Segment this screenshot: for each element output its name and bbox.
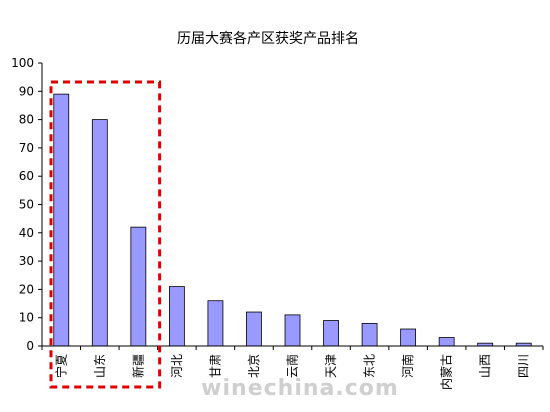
- x-tick-label: 山东: [93, 354, 107, 378]
- x-tick-label: 甘肃: [208, 354, 222, 378]
- bar-河北: [168, 286, 185, 347]
- y-tick-label: 20: [19, 282, 34, 296]
- bar-甘肃: [207, 300, 224, 347]
- bar-云南: [284, 314, 301, 347]
- chart-title: 历届大赛各产区获奖产品排名: [177, 30, 359, 47]
- highlight-box: [49, 80, 162, 389]
- bars: [53, 93, 532, 347]
- y-tick-label: 60: [19, 169, 34, 183]
- x-tick-label: 四川: [517, 354, 531, 378]
- x-tick-label: 北京: [247, 354, 261, 378]
- y-tick-label: 70: [19, 141, 34, 155]
- x-tick-label: 河南: [400, 354, 415, 378]
- x-tick-label: 东北: [363, 354, 377, 378]
- watermark: winechina.com: [201, 376, 399, 401]
- bar-北京: [246, 311, 262, 347]
- y-axis: 0 10 20 30 40 50 60 70 80 90 100: [11, 56, 43, 353]
- x-tick-label: 新疆: [130, 354, 145, 378]
- bar-天津: [323, 320, 339, 347]
- y-tick-label: 80: [19, 113, 34, 127]
- y-tick-label: 50: [19, 198, 34, 212]
- bar-山东: [91, 119, 108, 347]
- y-tick-label: 0: [26, 339, 34, 353]
- x-tick-label: 河北: [170, 354, 184, 378]
- bar-内蒙古: [438, 337, 455, 347]
- x-tick-label: 宁夏: [53, 354, 68, 378]
- bar-东北: [361, 322, 378, 347]
- bar-新疆: [130, 226, 147, 347]
- y-tick-label: 90: [19, 84, 34, 98]
- x-tick-label: 山西: [478, 354, 492, 378]
- bar-河南: [400, 328, 417, 347]
- y-tick-label: 40: [19, 226, 34, 240]
- x-tick-label: 天津: [324, 354, 338, 378]
- y-tick-label: 10: [19, 311, 34, 325]
- y-tick-label: 100: [11, 56, 34, 70]
- x-axis: 宁夏 山东 新疆 河北 甘肃 北京 云南 天津 东北 河南 内蒙古 山西 四川: [41, 345, 544, 390]
- x-tick-label: 云南: [285, 354, 300, 378]
- bar-宁夏: [53, 93, 70, 347]
- x-tick-label: 内蒙古: [439, 354, 454, 390]
- y-tick-label: 30: [19, 254, 34, 268]
